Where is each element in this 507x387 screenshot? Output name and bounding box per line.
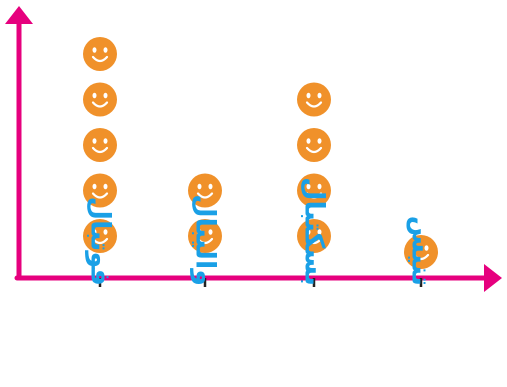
category-label: تنیس: [406, 216, 437, 286]
smiley-face-icon: [83, 37, 117, 71]
smiley-face-icon: [83, 82, 117, 117]
smiley-face-icon: [83, 128, 117, 162]
category-label: والیبال: [190, 194, 221, 286]
icons-layer: [83, 37, 438, 269]
smiley-face-icon: [188, 173, 222, 208]
category-label: بسکتبال: [299, 177, 330, 286]
category-label: فوتبال: [85, 197, 116, 286]
smiley-face-icon: [83, 219, 117, 253]
ticks-layer: [98, 278, 423, 287]
smiley-face-icon: [297, 128, 331, 162]
smiley-face-icon: [297, 219, 331, 253]
smiley-face-icon: [297, 173, 331, 208]
smiley-face-icon: [297, 82, 331, 117]
smiley-face-icon: [188, 219, 222, 253]
y-axis-arrowhead: [5, 6, 33, 24]
labels-layer: فوتبال والیبال بسکتبال تنیس: [85, 177, 437, 286]
x-axis-arrowhead: [484, 264, 502, 292]
smiley-face-icon: [83, 173, 117, 208]
smiley-face-icon: [404, 235, 438, 269]
